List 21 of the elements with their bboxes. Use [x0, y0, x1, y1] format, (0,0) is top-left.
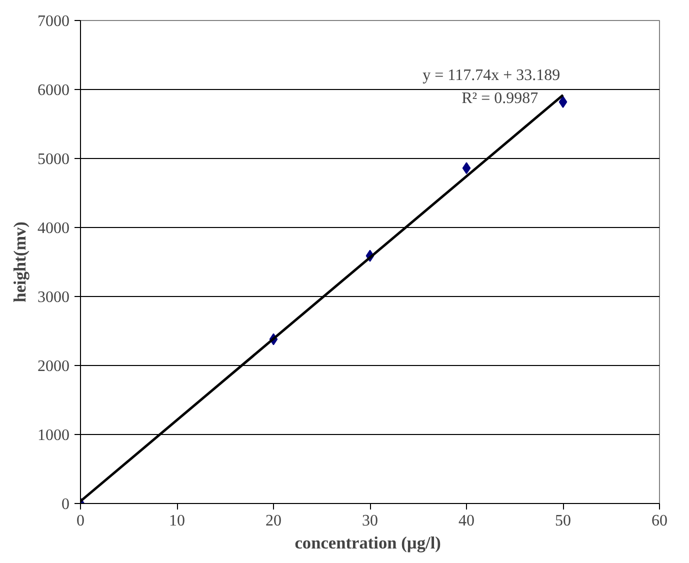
y-tick-label: 5000	[38, 151, 70, 168]
y-tick-label: 1000	[38, 427, 70, 444]
y-tick-label: 7000	[38, 13, 70, 30]
y-tick-label: 3000	[38, 289, 70, 306]
y-tick-label: 0	[62, 496, 70, 513]
x-tick-label: 0	[76, 512, 84, 530]
y-axis-title: height(mv)	[10, 221, 30, 302]
point	[558, 96, 568, 108]
x-tick-label: 40	[458, 512, 474, 530]
x-tick-label: 50	[555, 512, 571, 530]
x-axis-title: concentration (µg/l)	[294, 534, 442, 552]
y-tick-label: 4000	[38, 220, 70, 237]
annotation: y = 117.74x + 33.189	[422, 67, 560, 84]
y-tick-label: 6000	[38, 82, 70, 99]
point	[462, 162, 471, 174]
y-tick-label: 2000	[38, 358, 70, 375]
x-tick-label: 10	[169, 512, 185, 530]
x-tick-label: 20	[266, 512, 282, 530]
x-tick-label: 30	[362, 512, 378, 530]
x-tick-label: 60	[652, 512, 668, 530]
annotation: R² = 0.9987	[462, 90, 538, 107]
